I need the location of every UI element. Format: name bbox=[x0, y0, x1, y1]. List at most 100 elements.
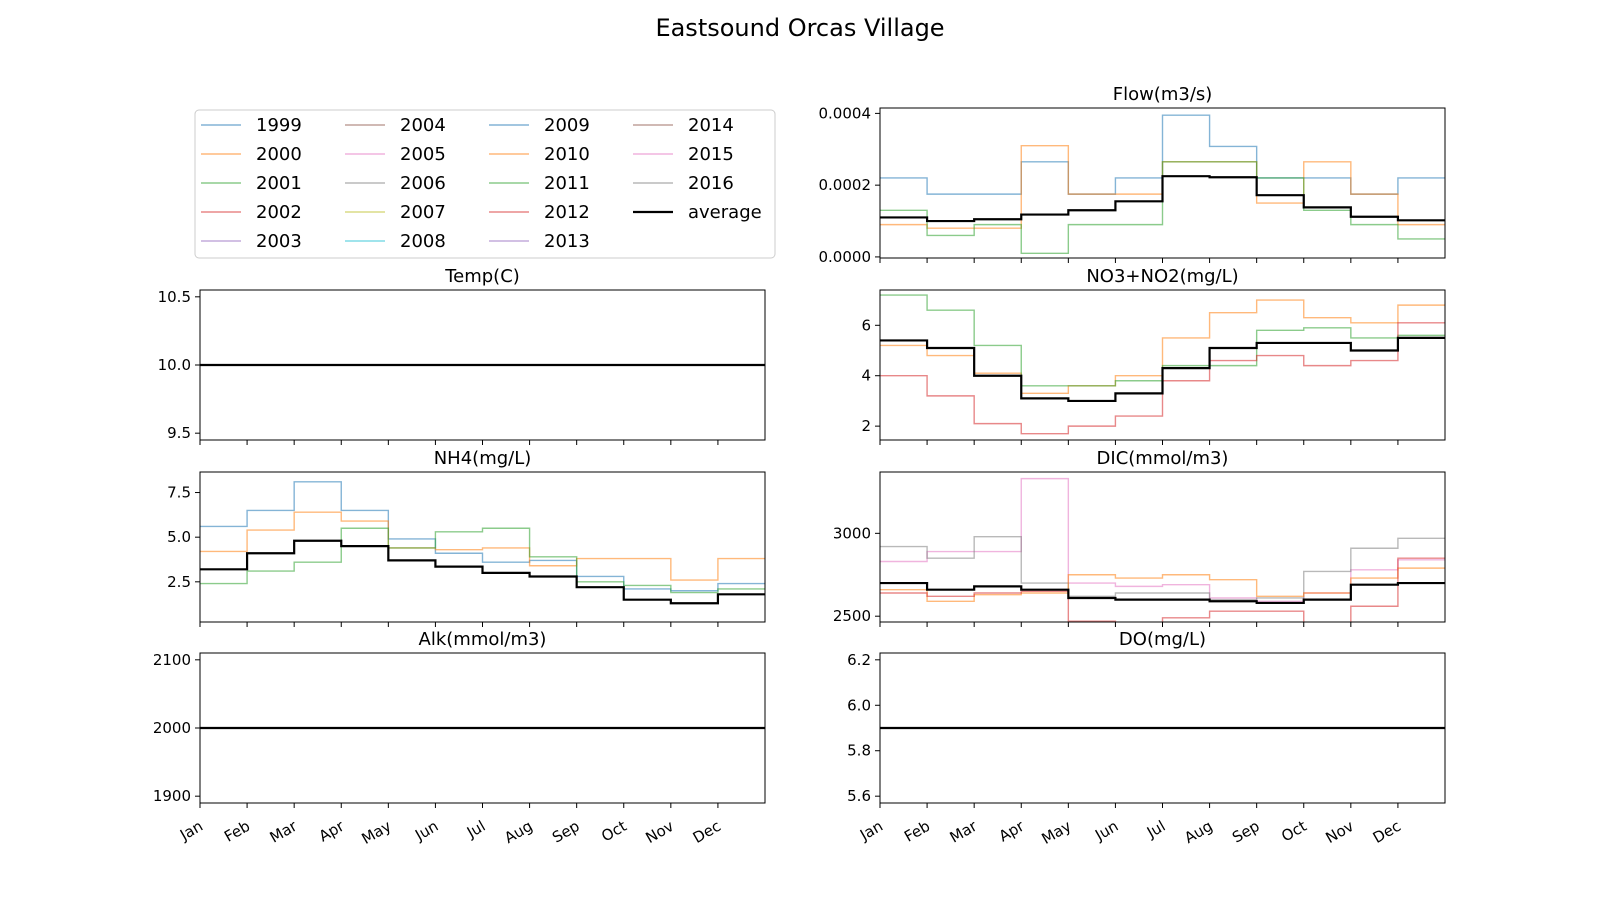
y-tick-label: 0.0004 bbox=[819, 104, 872, 122]
legend-label: 1999 bbox=[256, 115, 302, 136]
y-tick-label: 2000 bbox=[153, 719, 191, 737]
legend-label: 2014 bbox=[688, 115, 734, 136]
y-tick-label: 3000 bbox=[833, 524, 871, 542]
y-tick-label: 5.0 bbox=[167, 528, 191, 546]
subplot-title: Flow(m3/s) bbox=[1113, 84, 1213, 105]
plot-frame bbox=[879, 652, 1446, 804]
subplot-0: Temp(C) 9.5 10.0 10.5 bbox=[158, 266, 766, 445]
plot-frame bbox=[879, 289, 1446, 441]
x-tick-label: Jul bbox=[463, 817, 489, 842]
average-line bbox=[880, 581, 1445, 605]
average-line bbox=[880, 336, 1445, 403]
y-tick-label: 5.8 bbox=[847, 742, 871, 760]
plot-frame bbox=[879, 107, 1446, 259]
subplot-title: Temp(C) bbox=[444, 266, 520, 287]
y-tick-label: 10.0 bbox=[158, 356, 191, 374]
x-tick-label: Sep bbox=[549, 817, 582, 847]
figure-title: Eastsound Orcas Village bbox=[655, 14, 944, 42]
x-tick-label: Nov bbox=[642, 817, 676, 847]
x-tick-label: Feb bbox=[901, 817, 933, 846]
subplot-title: Alk(mmol/m3) bbox=[419, 629, 547, 650]
series-line-2000 bbox=[200, 511, 765, 581]
x-tick-label: Aug bbox=[1181, 817, 1215, 847]
y-tick-label: 10.5 bbox=[158, 288, 191, 306]
series-line-1999 bbox=[200, 481, 765, 592]
legend-label: 2010 bbox=[544, 144, 590, 165]
plot-frame bbox=[199, 471, 766, 623]
subplot-6: DO(mg/L) 5.6 5.8 6.0 6.2 Jan Feb Mar Apr May Jun Ju… bbox=[847, 629, 1446, 848]
x-tick-label: Jul bbox=[1143, 817, 1169, 842]
legend-label: 2007 bbox=[400, 202, 446, 223]
x-tick-label: Feb bbox=[221, 817, 253, 846]
legend-label: average bbox=[688, 202, 762, 223]
x-tick-label: Aug bbox=[501, 817, 535, 847]
legend-label: 2009 bbox=[544, 115, 590, 136]
subplot-title: DO(mg/L) bbox=[1119, 629, 1206, 650]
average-line bbox=[200, 539, 765, 605]
x-tick-label: Dec bbox=[690, 817, 724, 847]
legend-label: 2002 bbox=[256, 202, 302, 223]
x-tick-label: Jun bbox=[411, 817, 441, 845]
legend-label: 2005 bbox=[400, 144, 446, 165]
y-tick-label: 6 bbox=[861, 316, 871, 334]
legend-label: 2004 bbox=[400, 115, 446, 136]
y-tick-label: 7.5 bbox=[167, 484, 191, 502]
series-line-2005 bbox=[880, 477, 1445, 602]
legend: 1999 2000 2001 2002 2003 2004 2005 2006 2007 2008… bbox=[194, 109, 776, 259]
y-tick-label: 6.2 bbox=[847, 651, 871, 669]
x-tick-label: Mar bbox=[947, 816, 981, 846]
legend-label: 2013 bbox=[544, 231, 590, 252]
y-tick-label: 2100 bbox=[153, 651, 191, 669]
y-tick-label: 2500 bbox=[833, 607, 871, 625]
series-line-2006 bbox=[880, 535, 1445, 601]
x-tick-label: Dec bbox=[1370, 817, 1404, 847]
legend-frame bbox=[194, 109, 776, 259]
y-tick-label: 5.6 bbox=[847, 787, 871, 805]
subplot-title: NO3+NO2(mg/L) bbox=[1086, 266, 1238, 287]
average-line bbox=[880, 175, 1445, 223]
subplot-2: NH4(mg/L) 2.5 5.0 7.5 bbox=[167, 448, 766, 627]
x-tick-label: Jun bbox=[1091, 817, 1121, 845]
legend-label: 2006 bbox=[400, 173, 446, 194]
legend-label: 2003 bbox=[256, 231, 302, 252]
subplot-5: Alk(mmol/m3) 1900 2000 2100 Jan Feb Mar Apr May J… bbox=[153, 629, 766, 848]
x-tick-label: Oct bbox=[598, 817, 630, 846]
plot-frame bbox=[879, 471, 1446, 623]
legend-label: 2012 bbox=[544, 202, 590, 223]
x-tick-label: Sep bbox=[1229, 817, 1262, 847]
x-tick-label: Oct bbox=[1278, 817, 1310, 846]
x-tick-label: Apr bbox=[996, 816, 1028, 845]
x-tick-label: May bbox=[358, 817, 394, 848]
subplot-4: DIC(mmol/m3) 2500 3000 bbox=[833, 448, 1446, 627]
y-tick-label: 2.5 bbox=[167, 573, 191, 591]
legend-label: 2000 bbox=[256, 144, 302, 165]
subplot-1: Flow(m3/s) 0.0000 0.0002 0.0004 bbox=[819, 84, 1446, 266]
series-line-2002 bbox=[880, 322, 1445, 435]
legend-label: 2016 bbox=[688, 173, 734, 194]
y-tick-label: 0.0002 bbox=[819, 176, 872, 194]
y-tick-label: 6.0 bbox=[847, 696, 871, 714]
x-tick-label: Jan bbox=[176, 817, 206, 845]
y-tick-label: 9.5 bbox=[167, 424, 191, 442]
legend-label: 2001 bbox=[256, 173, 302, 194]
legend-label: 2008 bbox=[400, 231, 446, 252]
x-tick-label: May bbox=[1038, 817, 1074, 848]
y-tick-label: 0.0000 bbox=[819, 248, 872, 266]
x-tick-label: Mar bbox=[267, 816, 301, 846]
subplot-3: NO3+NO2(mg/L) 2 4 6 bbox=[861, 266, 1446, 445]
plot-frame bbox=[199, 652, 766, 804]
legend-label: 2015 bbox=[688, 144, 734, 165]
plot-frame bbox=[199, 289, 766, 441]
series-line-2002 bbox=[880, 557, 1445, 622]
x-tick-label: Jan bbox=[856, 817, 886, 845]
y-tick-label: 4 bbox=[861, 367, 871, 385]
x-tick-label: Nov bbox=[1322, 817, 1356, 847]
legend-label: 2011 bbox=[544, 173, 590, 194]
subplot-title: NH4(mg/L) bbox=[434, 448, 532, 469]
series-line-2001 bbox=[200, 527, 765, 594]
y-tick-label: 1900 bbox=[153, 787, 191, 805]
x-tick-label: Apr bbox=[316, 816, 348, 845]
y-tick-label: 2 bbox=[861, 417, 871, 435]
subplot-title: DIC(mmol/m3) bbox=[1097, 448, 1229, 469]
